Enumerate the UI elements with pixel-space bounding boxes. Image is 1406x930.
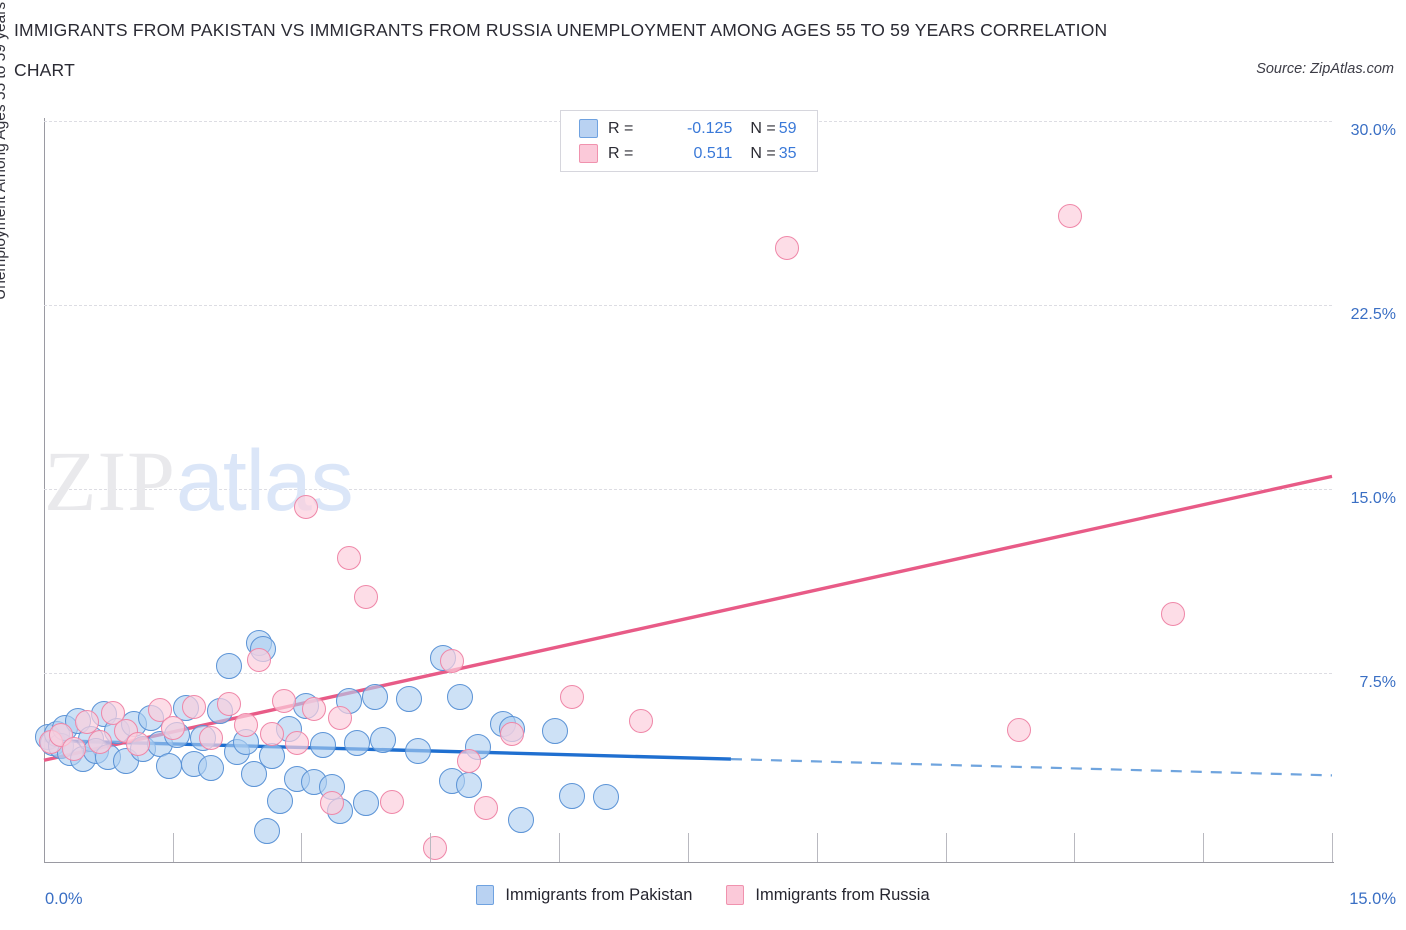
data-point [422,835,447,860]
stats-n-value-pakistan: 59 [778,119,797,137]
data-point [302,697,327,722]
y-tick-30: 30.0% [1350,122,1396,139]
data-point [1058,203,1083,228]
x-axis-line [44,862,1334,863]
data-point [774,236,799,261]
data-point [361,684,388,711]
stats-row-pakistan: R = -0.125 N = 59 [579,116,807,141]
series-swatch-pakistan-icon [579,119,598,138]
legend-label-pakistan: Immigrants from Pakistan [505,885,693,904]
data-point [259,721,284,746]
y-axis-line [44,118,45,862]
data-point [344,729,371,756]
x-tick [559,833,560,862]
data-point [272,688,297,713]
data-point [1161,601,1186,626]
data-point [559,783,586,810]
stats-n-label: N = [750,144,776,162]
legend-label-russia: Immigrants from Russia [755,885,930,904]
y-tick-15: 15.0% [1350,490,1396,507]
gridline-75 [44,673,1332,674]
data-point [439,649,464,674]
x-tick-min: 0.0% [45,890,83,908]
data-point [199,726,224,751]
trendline-pakistan-dashed [730,758,1333,777]
stats-r-value-russia: 0.511 [693,144,733,162]
data-point [285,730,310,755]
y-tick-75: 7.5% [1359,674,1396,691]
data-point [507,806,534,833]
data-point [87,729,112,754]
data-point [113,719,138,744]
series-swatch-russia-icon [579,144,598,163]
data-point [456,771,483,798]
x-tick [1074,833,1075,862]
y-tick-225: 22.5% [1350,306,1396,323]
page-title-line2: CHART [14,60,75,80]
legend-swatch-pakistan-icon [476,885,495,905]
legend-swatch-russia-icon [726,885,745,905]
trendline-russia [43,474,1333,762]
data-point [628,708,653,733]
page-title-line1: IMMIGRANTS FROM PAKISTAN VS IMMIGRANTS F… [14,20,1108,40]
data-point [499,721,524,746]
data-point [457,749,482,774]
x-tick [173,833,174,862]
data-point [354,585,378,610]
data-point [160,715,185,740]
data-point [328,706,353,731]
data-point [310,732,337,759]
data-point [560,685,585,710]
x-tick [1203,833,1204,862]
data-point [62,736,87,761]
x-tick [430,833,431,862]
gridline-225 [44,305,1332,306]
x-tick-max: 15.0% [1349,890,1396,908]
x-tick [817,833,818,862]
stats-n-label: N = [750,119,776,137]
x-tick [946,833,947,862]
data-point [336,545,361,570]
data-point [541,718,568,745]
data-point [182,694,207,719]
data-point [1006,718,1031,742]
y-axis-title: Unemployment Among Ages 55 to 59 years [0,1,9,300]
data-point [254,818,281,845]
data-point [395,685,422,712]
data-point [474,795,499,820]
stats-r-label: R = [608,119,634,137]
stats-r-label: R = [608,144,634,162]
gridline-15 [44,489,1332,490]
x-tick [301,833,302,862]
data-point [593,784,620,811]
data-point [258,742,285,769]
data-point [353,790,379,817]
stats-n-value-russia: 35 [778,144,797,162]
data-point [447,684,474,711]
correlation-stats-box: R = -0.125 N = 59 R = 0.511 N = 35 [560,110,818,172]
series-legend: Immigrants from Pakistan Immigrants from… [0,885,1406,905]
data-point [293,494,318,519]
source-label: Source: ZipAtlas.com [1256,61,1394,77]
data-point [126,731,151,756]
x-tick [688,833,689,862]
plot-area: ZIPatlas [35,118,1333,860]
data-point [319,791,344,816]
data-point [155,753,182,780]
data-point [233,713,258,738]
stats-row-russia: R = 0.511 N = 35 [579,141,807,166]
data-point [370,727,397,754]
stats-r-value-pakistan: -0.125 [686,119,733,137]
legend-item-russia[interactable]: Immigrants from Russia [726,885,930,905]
legend-item-pakistan[interactable]: Immigrants from Pakistan [476,885,692,905]
data-point [216,692,241,717]
data-point [379,790,404,815]
data-point [246,648,271,673]
data-point [404,737,431,764]
data-point [267,787,294,814]
data-point [198,755,225,782]
x-tick [1332,833,1333,862]
data-point [215,653,242,680]
